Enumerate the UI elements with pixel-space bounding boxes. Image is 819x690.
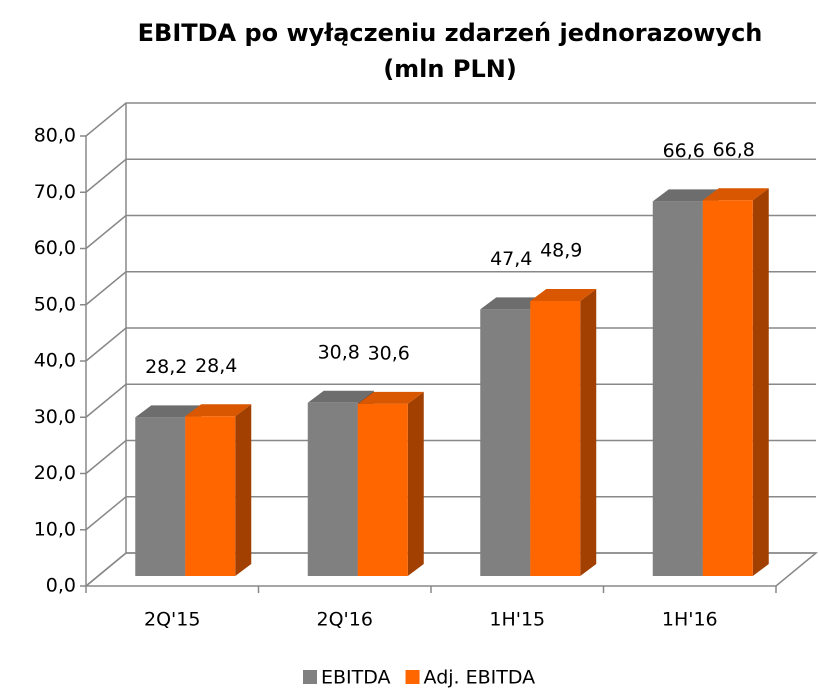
data-label: 48,9 — [540, 239, 582, 261]
y-tick-label: 80,0 — [34, 125, 76, 147]
data-label: 28,2 — [145, 356, 187, 378]
grid-line — [85, 102, 816, 137]
bar — [530, 300, 581, 576]
legend-label: EBITDA — [321, 667, 391, 689]
chart-title: EBITDA po wyłączeniu zdarzeń jednorazowy… — [138, 19, 763, 47]
bar-top — [185, 404, 252, 417]
bar — [357, 403, 408, 576]
bar-top — [307, 390, 374, 403]
bar — [480, 309, 531, 576]
bar-top — [652, 189, 719, 202]
y-tick-label: 20,0 — [34, 462, 76, 484]
grid-line — [85, 158, 816, 193]
bar-top — [357, 391, 424, 404]
bar — [702, 200, 753, 576]
y-tick-label: 10,0 — [34, 518, 76, 540]
bar — [185, 416, 236, 576]
data-label: 47,4 — [490, 248, 532, 270]
y-tick-label: 40,0 — [34, 350, 76, 372]
data-label: 30,8 — [318, 341, 360, 363]
y-tick-label: 0,0 — [46, 575, 76, 597]
legend-swatch — [405, 670, 420, 684]
data-label: 66,6 — [663, 140, 705, 162]
bar-side — [580, 288, 597, 576]
y-tick-label: 60,0 — [34, 237, 76, 259]
x-tick-label: 2Q'15 — [144, 609, 200, 631]
chart-title: (mln PLN) — [383, 55, 517, 83]
grid-line — [85, 271, 816, 306]
legend-label: Adj. EBITDA — [424, 667, 536, 689]
bar-top — [135, 405, 202, 418]
bar — [135, 417, 186, 576]
y-tick-label: 70,0 — [34, 181, 76, 203]
x-tick-label: 2Q'16 — [317, 609, 373, 631]
bar-side — [407, 391, 424, 576]
legend-swatch — [303, 670, 317, 684]
data-label: 28,4 — [195, 355, 237, 377]
data-label: 66,8 — [713, 139, 755, 161]
bar-top — [702, 188, 769, 201]
bar-side — [235, 404, 252, 576]
bar — [652, 201, 703, 576]
bar-side — [752, 188, 769, 576]
grid-line — [85, 214, 816, 250]
x-tick-label: 1H'16 — [662, 609, 718, 631]
bar-top — [480, 297, 547, 310]
data-label: 30,6 — [368, 342, 410, 364]
x-tick-label: 1H'15 — [489, 609, 545, 631]
y-tick-label: 30,0 — [34, 406, 76, 428]
y-tick-label: 50,0 — [34, 293, 76, 315]
bar-top — [530, 288, 597, 301]
bar — [307, 402, 358, 576]
